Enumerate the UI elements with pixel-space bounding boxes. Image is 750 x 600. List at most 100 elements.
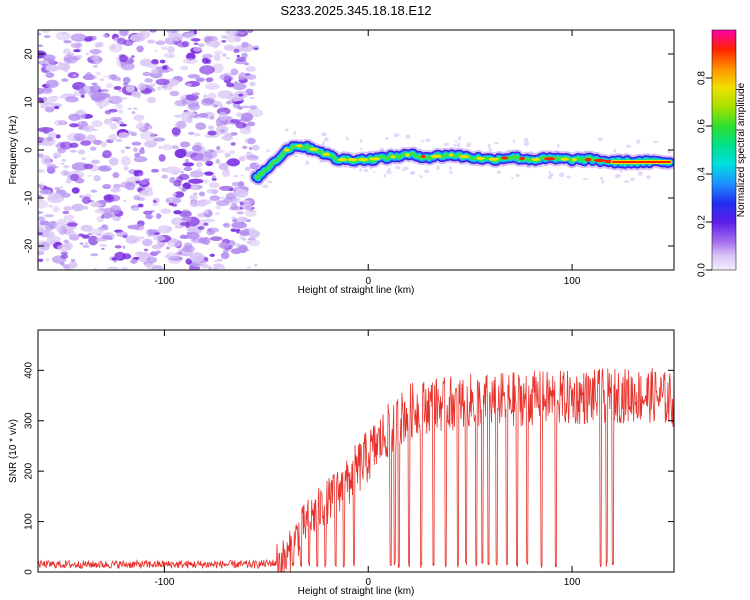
noise-blob [123, 166, 129, 171]
noise-blob [115, 138, 123, 143]
noise-blob [71, 162, 89, 171]
noise-blob [68, 113, 81, 122]
noise-blob [242, 216, 249, 222]
top-y-axis: -20 -10 0 10 20 [24, 48, 674, 253]
noise-blob [38, 250, 45, 256]
noise-blob [363, 168, 369, 173]
noise-blob [207, 163, 211, 166]
noise-blob [222, 223, 230, 228]
noise-blob [197, 226, 205, 230]
noise-blob [199, 65, 215, 75]
noise-blob [83, 163, 94, 170]
noise-blob [114, 104, 123, 109]
noise-blob [127, 107, 132, 110]
colorbar-gradient [711, 29, 737, 271]
noise-blob [102, 150, 112, 159]
noise-blob [120, 149, 126, 154]
noise-blob [79, 194, 84, 198]
noise-blob [246, 266, 251, 269]
noise-blob [137, 203, 144, 208]
noise-blob [625, 144, 632, 148]
noise-blob [197, 168, 203, 171]
noise-blob [120, 62, 135, 71]
noise-blob [105, 82, 114, 89]
noise-blob [130, 258, 138, 264]
noise-blob [125, 85, 135, 93]
noise-blob [293, 130, 296, 136]
noise-blob [133, 170, 140, 177]
noise-blob [152, 137, 166, 142]
noise-blob [204, 209, 209, 214]
ridge-hotspot [390, 155, 396, 159]
noise-blob [214, 259, 218, 263]
noise-blob [116, 231, 128, 238]
noise-blob [251, 144, 260, 151]
noise-blob [165, 166, 181, 174]
noise-blob [215, 212, 220, 215]
noise-blob [231, 216, 236, 219]
noise-blob [246, 151, 253, 155]
noise-blob [125, 146, 130, 150]
noise-blob [38, 44, 43, 47]
noise-blob [230, 142, 236, 146]
noise-blob [118, 132, 130, 138]
colorbar-label: Normalized spectral amplitude [736, 82, 747, 217]
noise-blob [424, 169, 430, 174]
noise-blob [101, 212, 113, 219]
noise-blob [201, 264, 210, 269]
noise-blob [78, 233, 85, 237]
noise-blob [55, 144, 60, 147]
noise-blob [85, 53, 90, 56]
bottom-x-axis: -100 0 100 [154, 330, 581, 588]
ridge-hotspot [488, 157, 499, 161]
noise-blob [493, 141, 499, 145]
noise-blob [53, 119, 65, 126]
noise-blob [103, 194, 115, 203]
noise-blob [191, 144, 202, 152]
noise-blob [667, 149, 672, 154]
ridge-hotspot [543, 157, 556, 161]
bottom-x-axis-label: Height of straight line (km) [298, 586, 415, 597]
bottom-x-tick-label: 0 [365, 577, 371, 588]
top-x-tick-label: -100 [154, 276, 174, 287]
noise-blob [153, 235, 166, 241]
noise-blob [515, 173, 520, 178]
noise-blob [90, 189, 98, 193]
noise-blob [60, 254, 69, 259]
snr-series-line [38, 368, 674, 572]
bottom-y-tick-label: 300 [24, 412, 35, 429]
noise-blob [41, 87, 52, 93]
noise-blob [54, 152, 62, 158]
noise-blob [213, 53, 221, 62]
noise-blob [558, 172, 565, 178]
noise-blob [165, 246, 170, 250]
noise-blob [385, 137, 389, 140]
noise-blob [145, 63, 159, 69]
noise-blob [187, 74, 200, 79]
noise-blob [523, 137, 529, 142]
noise-blob [39, 220, 50, 226]
ridge-hotspot [571, 158, 577, 162]
ridge-hotspot [296, 144, 303, 148]
top-y-tick-label: -20 [24, 238, 35, 253]
noise-blob [161, 46, 168, 51]
noise-blob [63, 40, 72, 44]
noise-blob [70, 33, 87, 42]
noise-blob [91, 82, 98, 86]
noise-blob [218, 104, 223, 108]
noise-blob [51, 99, 56, 102]
noise-blob [401, 169, 406, 172]
noise-blob [63, 68, 69, 73]
noise-blob [238, 229, 245, 235]
noise-blob [179, 141, 191, 148]
noise-blob [63, 205, 73, 211]
noise-blob [229, 205, 243, 211]
noise-blob [181, 111, 196, 118]
noise-blob [113, 85, 122, 91]
noise-blob [218, 111, 228, 121]
noise-blob [44, 224, 54, 231]
ridge-hotspot [309, 147, 319, 151]
noise-blob [220, 196, 225, 200]
noise-blob [137, 30, 151, 39]
